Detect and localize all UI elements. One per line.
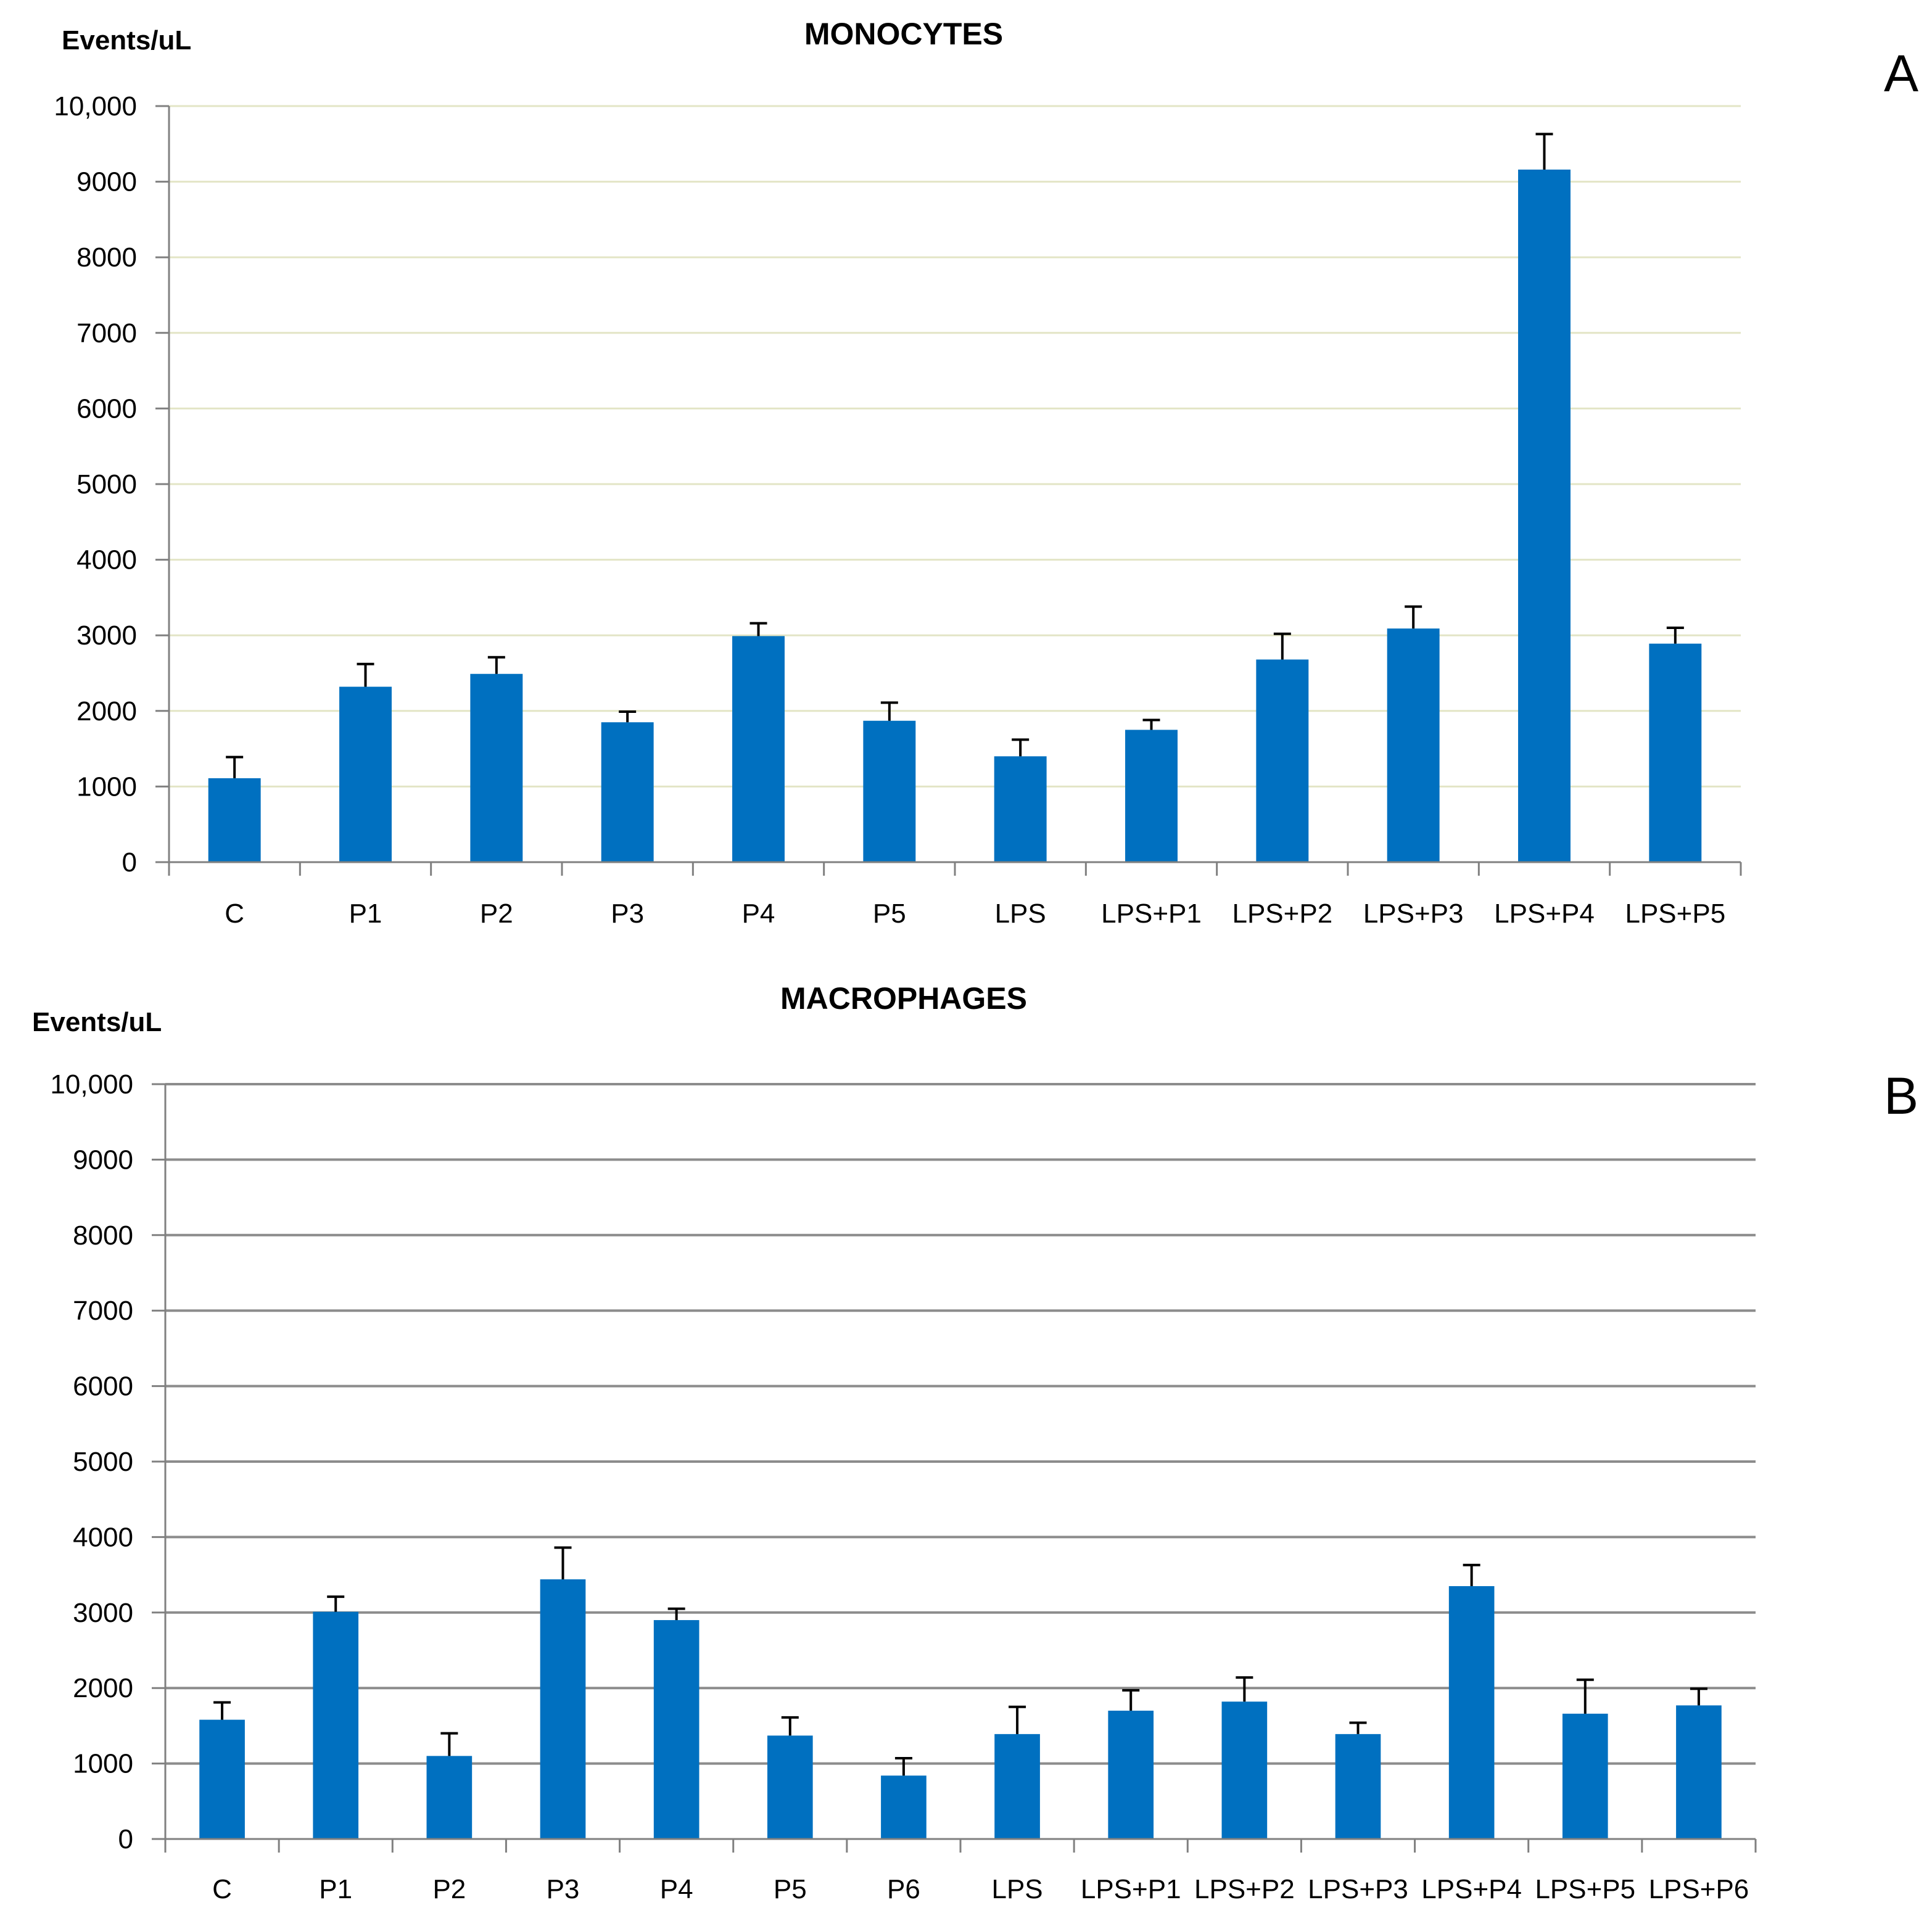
x-tick-label: P4 (742, 899, 775, 929)
y-tick-label: 1000 (76, 771, 137, 802)
bar (1335, 1734, 1381, 1839)
bar (208, 778, 261, 862)
bar (1221, 1701, 1268, 1839)
y-tick-label: 9000 (76, 167, 137, 197)
bar (767, 1735, 813, 1839)
monocytes-chart: Events/uL MONOCYTES A 0 1000 2000 3000 4000 5… (54, 17, 1918, 929)
y-tick-label: 9000 (73, 1145, 133, 1175)
axes (155, 105, 1742, 876)
y-tick-label: 1000 (73, 1749, 133, 1779)
bars (208, 169, 1702, 862)
x-tick-label: P5 (774, 1874, 807, 1904)
y-tick-label: 0 (118, 1824, 133, 1854)
bar (881, 1775, 927, 1839)
y-tick-label: 0 (122, 847, 137, 878)
bar (994, 1734, 1040, 1839)
x-tick-label: LPS+P6 (1649, 1874, 1749, 1904)
x-tick-label: LPS+P2 (1194, 1874, 1295, 1904)
y-tick-label: 6000 (73, 1372, 133, 1402)
bar (540, 1579, 586, 1839)
x-tick-label: P4 (660, 1874, 693, 1904)
y-tick-label: 3000 (73, 1598, 133, 1628)
bar (1518, 169, 1571, 862)
panel-letter: B (1884, 1067, 1918, 1125)
x-tick-label: C (225, 899, 244, 929)
x-tick-label: P5 (873, 899, 906, 929)
chart-title: MACROPHAGES (780, 981, 1027, 1016)
x-tick-label: LPS+P2 (1232, 899, 1332, 929)
y-tick-label: 8000 (76, 242, 137, 273)
x-tick-label: LPS+P4 (1494, 899, 1595, 929)
y-tick-label: 4000 (76, 545, 137, 575)
bar (1676, 1705, 1722, 1839)
panel-letter: A (1884, 44, 1918, 102)
bar (470, 673, 523, 862)
bar (1256, 659, 1309, 862)
x-tick-label: LPS+P3 (1308, 1874, 1408, 1904)
chart-title: MONOCYTES (804, 17, 1003, 51)
y-tick-label: 2000 (76, 696, 137, 726)
bar (426, 1756, 473, 1839)
y-tick-label: 3000 (76, 620, 137, 651)
y-tick-label: 2000 (73, 1673, 133, 1703)
y-axis-unit-label: Events/uL (62, 25, 191, 56)
gridlines (169, 105, 1741, 788)
x-tick-labels: C P1 P2 P3 P4 P5 LPS LPS+P1 LPS+P2 LPS+P3 LPS+P4 LP… (225, 899, 1725, 929)
x-tick-label: P3 (547, 1874, 580, 1904)
bar (653, 1620, 700, 1839)
bar (1387, 628, 1440, 862)
bar (863, 720, 916, 862)
bar (313, 1611, 359, 1839)
x-tick-label: P3 (611, 899, 644, 929)
x-tick-label: LPS+P5 (1535, 1874, 1635, 1904)
error-bars (226, 133, 1684, 778)
bar (199, 1719, 245, 1839)
bar (1649, 643, 1702, 862)
y-tick-label: 10,000 (50, 1069, 133, 1100)
error-bars (213, 1546, 1707, 1776)
y-tick-label: 7000 (76, 318, 137, 348)
y-tick-labels: 0 1000 2000 3000 4000 5000 6000 7000 8000 9000 10,… (54, 91, 137, 878)
x-tick-label: LPS+P4 (1421, 1874, 1522, 1904)
x-tick-label: C (212, 1874, 232, 1904)
bars (199, 1579, 1722, 1839)
x-tick-label: LPS+P1 (1081, 1874, 1181, 1904)
gridlines (165, 1083, 1756, 1765)
axes (152, 1083, 1757, 1853)
bar (994, 756, 1047, 862)
bar (1562, 1713, 1608, 1839)
macrophages-chart: Events/uL MACROPHAGES B 0 1000 2000 3000 400… (32, 981, 1918, 1904)
y-tick-label: 7000 (73, 1296, 133, 1326)
x-tick-label: LPS+P3 (1363, 899, 1464, 929)
y-tick-label: 10,000 (54, 91, 137, 121)
bar (1448, 1586, 1495, 1839)
y-tick-label: 5000 (76, 469, 137, 500)
x-tick-label: P2 (432, 1874, 466, 1904)
y-tick-label: 6000 (76, 393, 137, 424)
y-tick-label: 8000 (73, 1220, 133, 1251)
x-tick-label: LPS+P1 (1101, 899, 1202, 929)
x-tick-label: LPS (991, 1874, 1042, 1904)
bar (339, 686, 392, 862)
y-tick-label: 5000 (73, 1447, 133, 1477)
bar (1125, 730, 1178, 862)
bar (1108, 1710, 1154, 1839)
x-tick-label: P6 (887, 1874, 920, 1904)
x-tick-label: P1 (319, 1874, 352, 1904)
x-tick-label: LPS+P5 (1625, 899, 1725, 929)
y-tick-labels: 0 1000 2000 3000 4000 5000 6000 7000 8000 9000 10,… (50, 1069, 133, 1854)
x-tick-label: P2 (480, 899, 513, 929)
bar (601, 722, 654, 862)
x-tick-label: P1 (349, 899, 382, 929)
y-axis-unit-label: Events/uL (32, 1007, 162, 1037)
x-tick-label: LPS (995, 899, 1046, 929)
x-tick-labels: C P1 P2 P3 P4 P5 P6 LPS LPS+P1 LPS+P2 LPS+P3 LPS+P4… (212, 1874, 1749, 1904)
bar (732, 636, 785, 862)
y-tick-label: 4000 (73, 1522, 133, 1552)
